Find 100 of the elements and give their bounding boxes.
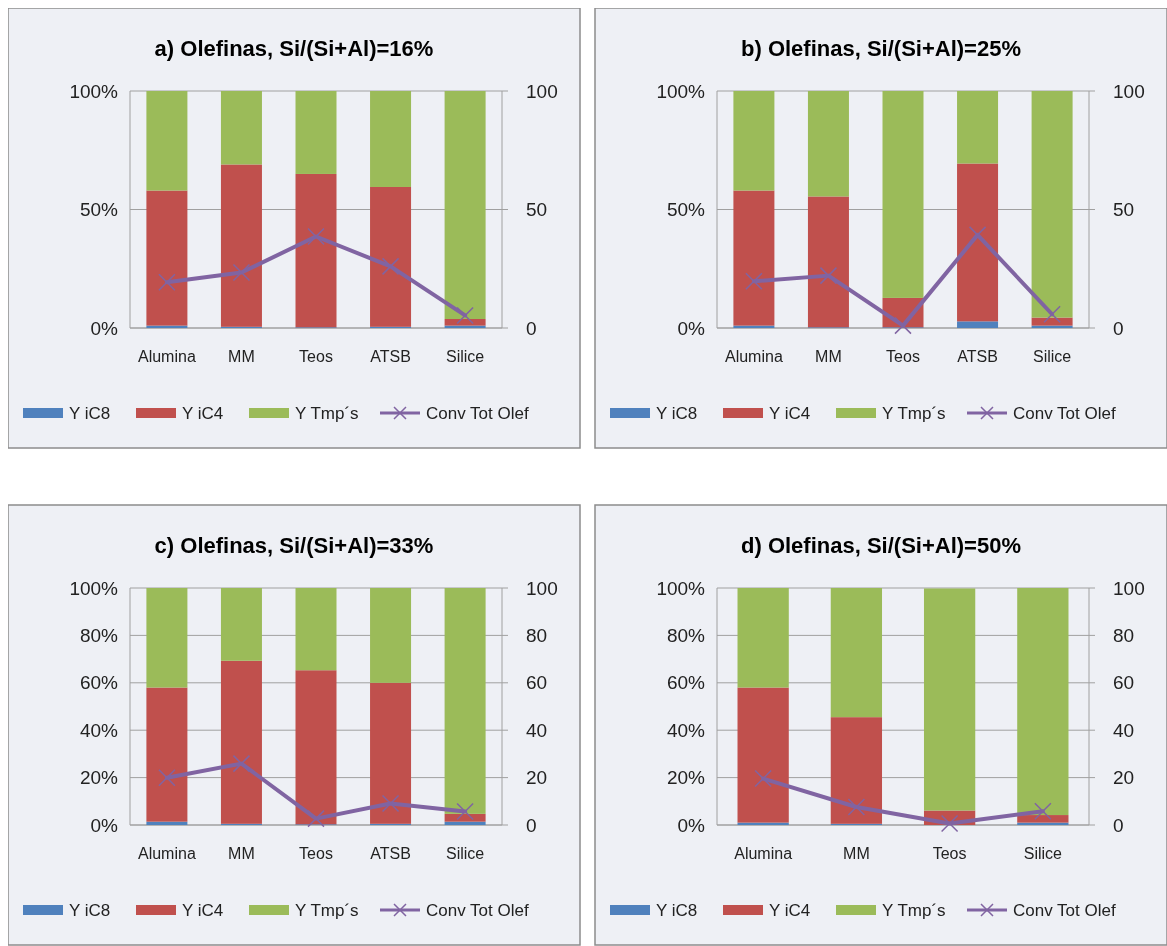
bar <box>830 717 883 824</box>
x-tick-label: Teos <box>886 348 920 365</box>
y2-tick-label: 100 <box>1113 80 1145 102</box>
y-tick-label: 60% <box>79 672 119 694</box>
y-tick-label: 0% <box>90 317 119 339</box>
bar <box>1017 815 1069 823</box>
point <box>158 273 176 292</box>
bar <box>830 588 883 718</box>
bar <box>370 682 412 824</box>
y2-tick-label: 0 <box>1113 317 1124 339</box>
y2-tick-label: 20 <box>526 767 548 789</box>
bar <box>444 91 486 319</box>
y-tick-label: 50% <box>666 199 706 221</box>
bar <box>957 163 999 322</box>
bar <box>146 687 188 822</box>
legend-label: Y Tmp´s <box>882 403 946 423</box>
legend-label: Y iC8 <box>656 900 698 920</box>
y2-tick-label: 50 <box>1113 199 1135 221</box>
y2-tick-label: 40 <box>526 719 548 741</box>
y-tick-label: 60% <box>666 672 706 694</box>
x-tick-label: Alumina <box>734 845 793 862</box>
bar <box>733 190 775 326</box>
legend-label: Conv Tot Olef <box>1013 403 1116 423</box>
x-tick-label: Teos <box>932 845 967 862</box>
legend-label: Y iC4 <box>182 900 224 920</box>
point <box>819 266 838 285</box>
bar <box>923 588 976 811</box>
legend-label: Y iC4 <box>769 403 811 423</box>
y2-tick-label: 100 <box>526 577 558 599</box>
bar <box>295 91 337 174</box>
x-tick-label: Teos <box>299 845 333 862</box>
x-tick-label: Silice <box>445 845 485 862</box>
x-tick-label: Silice <box>1032 348 1072 365</box>
bar <box>733 91 775 191</box>
point <box>232 754 251 773</box>
x-tick-label: MM <box>228 348 255 365</box>
y-tick-label: 20% <box>666 767 706 789</box>
point <box>1034 802 1052 820</box>
legend-label: Y Tmp´s <box>295 900 359 920</box>
y2-tick-label: 50 <box>526 199 548 221</box>
bar <box>1031 91 1073 318</box>
y-tick-label: 100% <box>656 80 706 102</box>
y-tick-label: 100% <box>69 80 119 102</box>
bar <box>444 821 486 825</box>
bar <box>444 318 486 326</box>
point <box>381 794 400 813</box>
legend-label: Y iC8 <box>69 900 111 920</box>
bar <box>220 164 262 327</box>
x-tick-label: MM <box>815 348 842 365</box>
bar <box>444 588 486 814</box>
y2-tick-label: 80 <box>1113 625 1135 647</box>
y2-tick-label: 80 <box>526 625 548 647</box>
legend-label: Y Tmp´s <box>295 403 359 423</box>
y-tick-label: 20% <box>79 767 119 789</box>
x-tick-label: ATSB <box>957 348 998 365</box>
y2-tick-label: 100 <box>526 80 558 102</box>
y2-tick-label: 0 <box>526 814 537 836</box>
legend-label: Y iC4 <box>182 403 224 423</box>
legend-label: Y iC4 <box>769 900 811 920</box>
x-tick-label: Silice <box>445 348 485 365</box>
chart-title: a) Olefinas, Si/(Si+Al)=16% <box>154 36 434 61</box>
chart-title: b) Olefinas, Si/(Si+Al)=25% <box>741 36 1021 61</box>
point <box>1043 305 1061 323</box>
y-tick-label: 80% <box>666 625 706 647</box>
bar <box>807 91 849 197</box>
y-tick-label: 0% <box>677 814 706 836</box>
chart-title: c) Olefinas, Si/(Si+Al)=33% <box>154 533 434 558</box>
point <box>894 316 912 335</box>
y-tick-label: 100% <box>656 577 706 599</box>
y-tick-label: 40% <box>79 719 119 741</box>
point <box>456 306 474 325</box>
y-tick-label: 0% <box>90 814 119 836</box>
bar <box>737 687 789 823</box>
legend-label: Conv Tot Olef <box>426 403 529 423</box>
legend-label: Conv Tot Olef <box>426 900 529 920</box>
legend-label: Y iC8 <box>69 403 111 423</box>
x-tick-label: Silice <box>1023 845 1063 862</box>
bar <box>1031 317 1073 326</box>
bar <box>146 821 188 825</box>
bar <box>220 660 262 824</box>
point <box>232 263 251 282</box>
bar <box>370 91 412 187</box>
y2-tick-label: 0 <box>526 317 537 339</box>
bar <box>146 588 188 688</box>
y2-tick-label: 20 <box>1113 767 1135 789</box>
bar <box>220 588 262 661</box>
bar <box>295 670 337 825</box>
bar <box>370 186 412 327</box>
x-tick-label: Teos <box>299 348 333 365</box>
y-tick-label: 100% <box>69 577 119 599</box>
y2-tick-label: 60 <box>526 672 548 694</box>
bar <box>295 588 337 671</box>
bar <box>957 321 999 328</box>
point <box>940 814 959 833</box>
point <box>307 809 325 828</box>
y2-tick-label: 40 <box>1113 719 1135 741</box>
bar <box>370 588 412 683</box>
x-tick-label: Alumina <box>725 348 783 365</box>
x-tick-label: MM <box>843 845 870 862</box>
y-tick-label: 50% <box>79 199 119 221</box>
